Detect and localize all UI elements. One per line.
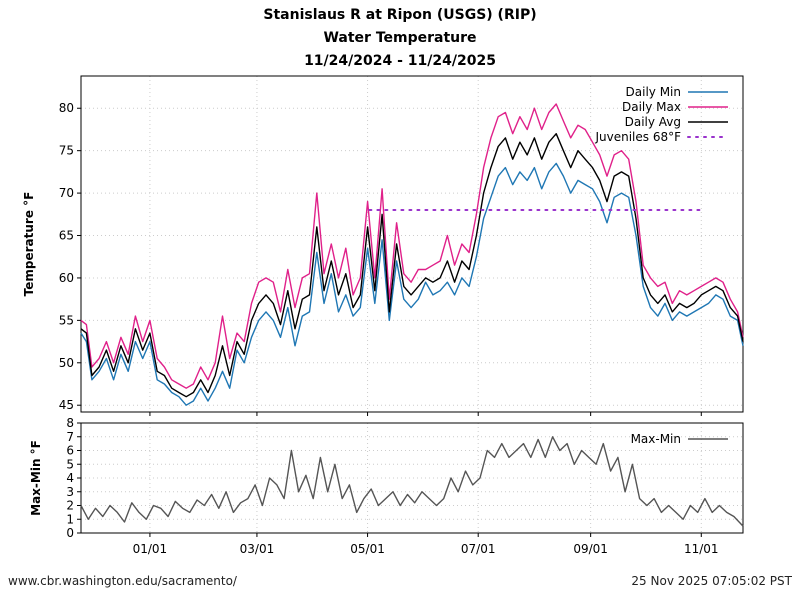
legend-label: Juveniles 68°F xyxy=(594,130,681,144)
y-tick-label: 45 xyxy=(59,398,74,412)
series-line-max-min xyxy=(80,436,744,527)
y-tick-label: 60 xyxy=(59,271,74,285)
x-tick-label: 11/01 xyxy=(684,542,719,556)
generated-timestamp: 25 Nov 2025 07:05:02 PST xyxy=(631,574,792,588)
y-tick-label: 6 xyxy=(66,444,74,458)
legend-label: Max-Min xyxy=(631,432,681,446)
y-tick-label: 1 xyxy=(66,512,74,526)
axes-frame xyxy=(80,75,744,413)
x-tick-label: 01/01 xyxy=(133,542,168,556)
y-tick-label: 3 xyxy=(66,485,74,499)
y-tick-label: 5 xyxy=(66,457,74,471)
y-tick-label: 55 xyxy=(59,313,74,327)
legend-label: Daily Avg xyxy=(625,115,681,129)
y-tick-label: 0 xyxy=(66,526,74,540)
y-tick-label: 2 xyxy=(66,499,74,513)
legend-label: Daily Max xyxy=(622,100,681,114)
y-tick-label: 80 xyxy=(59,101,74,115)
y-tick-label: 7 xyxy=(66,430,74,444)
series-line-daily-min xyxy=(80,162,744,406)
chart-date-range: 11/24/2024 - 11/24/2025 xyxy=(304,53,496,69)
y-tick-label: 70 xyxy=(59,186,74,200)
x-tick-label: 05/01 xyxy=(350,542,385,556)
x-tick-label: 07/01 xyxy=(461,542,496,556)
y-tick-label: 65 xyxy=(59,229,74,243)
y-axis-label: Temperature °F xyxy=(22,192,36,297)
legend-label: Daily Min xyxy=(626,85,681,99)
axes-frame xyxy=(80,422,744,534)
x-tick-label: 09/01 xyxy=(573,542,608,556)
series-line-daily-max xyxy=(80,103,744,389)
y-tick-label: 50 xyxy=(59,356,74,370)
chart-subtitle: Water Temperature xyxy=(323,30,477,46)
chart-title: Stanislaus R at Ripon (USGS) (RIP) xyxy=(263,7,537,23)
source-url: www.cbr.washington.edu/sacramento/ xyxy=(8,574,237,588)
y-axis-label: Max-Min °F xyxy=(29,440,43,516)
y-tick-label: 75 xyxy=(59,144,74,158)
y-tick-label: 8 xyxy=(66,416,74,430)
series-line-daily-avg xyxy=(80,132,744,398)
y-tick-label: 4 xyxy=(66,471,74,485)
x-tick-label: 03/01 xyxy=(240,542,275,556)
